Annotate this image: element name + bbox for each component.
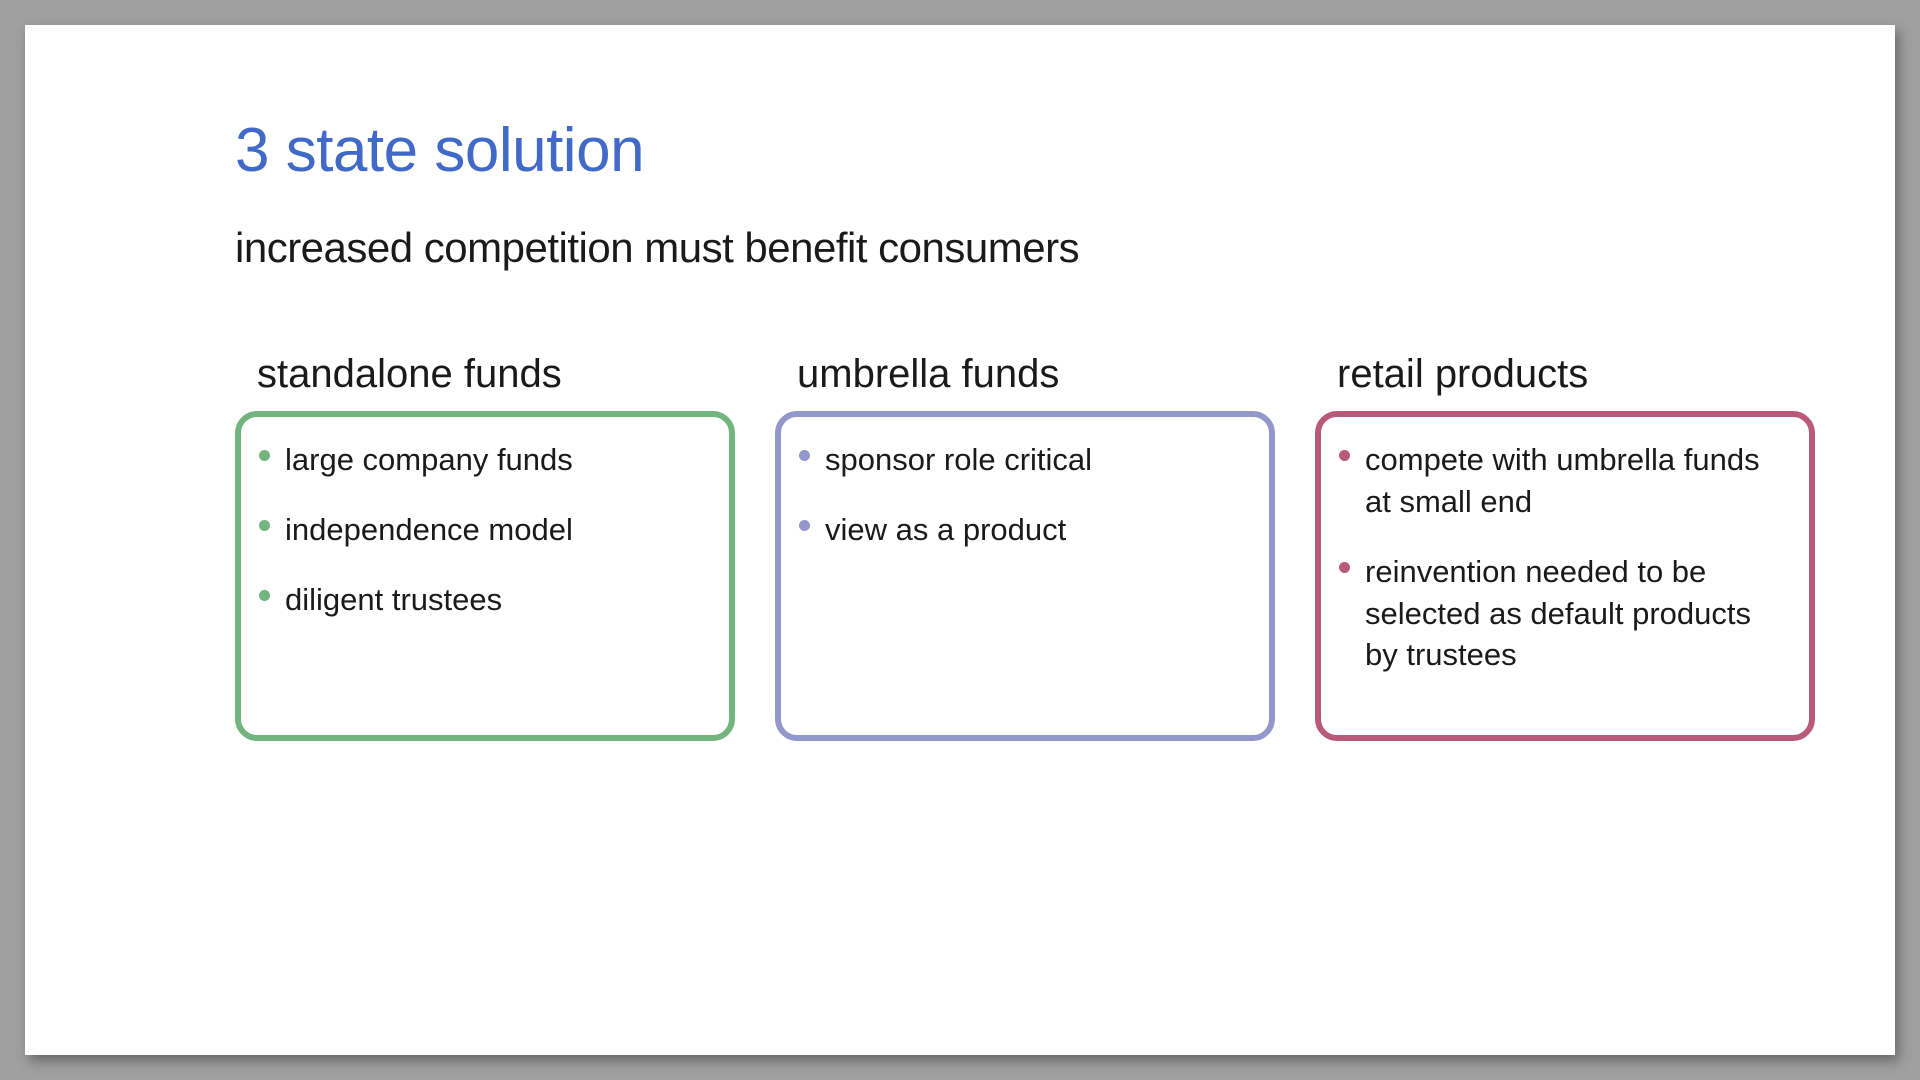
column-umbrella-funds: umbrella funds sponsor role critical vie… <box>775 352 1275 741</box>
slide-subtitle: increased competition must benefit consu… <box>235 224 1715 272</box>
column-heading: standalone funds <box>235 352 735 397</box>
columns-container: standalone funds large company funds ind… <box>235 352 1715 741</box>
bullet-list: large company funds independence model d… <box>285 439 705 621</box>
column-heading: umbrella funds <box>775 352 1275 397</box>
list-item: compete with umbrella funds at small end <box>1365 439 1785 523</box>
list-item: diligent trustees <box>285 579 705 621</box>
card: sponsor role critical view as a product <box>775 411 1275 741</box>
slide: 3 state solution increased competition m… <box>25 25 1895 1055</box>
list-item: sponsor role critical <box>825 439 1245 481</box>
column-standalone-funds: standalone funds large company funds ind… <box>235 352 735 741</box>
card: compete with umbrella funds at small end… <box>1315 411 1815 741</box>
list-item: large company funds <box>285 439 705 481</box>
bullet-list: compete with umbrella funds at small end… <box>1365 439 1785 676</box>
slide-title: 3 state solution <box>235 115 1715 186</box>
card: large company funds independence model d… <box>235 411 735 741</box>
list-item: reinvention needed to be selected as def… <box>1365 551 1785 677</box>
column-heading: retail products <box>1315 352 1815 397</box>
list-item: independence model <box>285 509 705 551</box>
list-item: view as a product <box>825 509 1245 551</box>
column-retail-products: retail products compete with umbrella fu… <box>1315 352 1815 741</box>
bullet-list: sponsor role critical view as a product <box>825 439 1245 551</box>
